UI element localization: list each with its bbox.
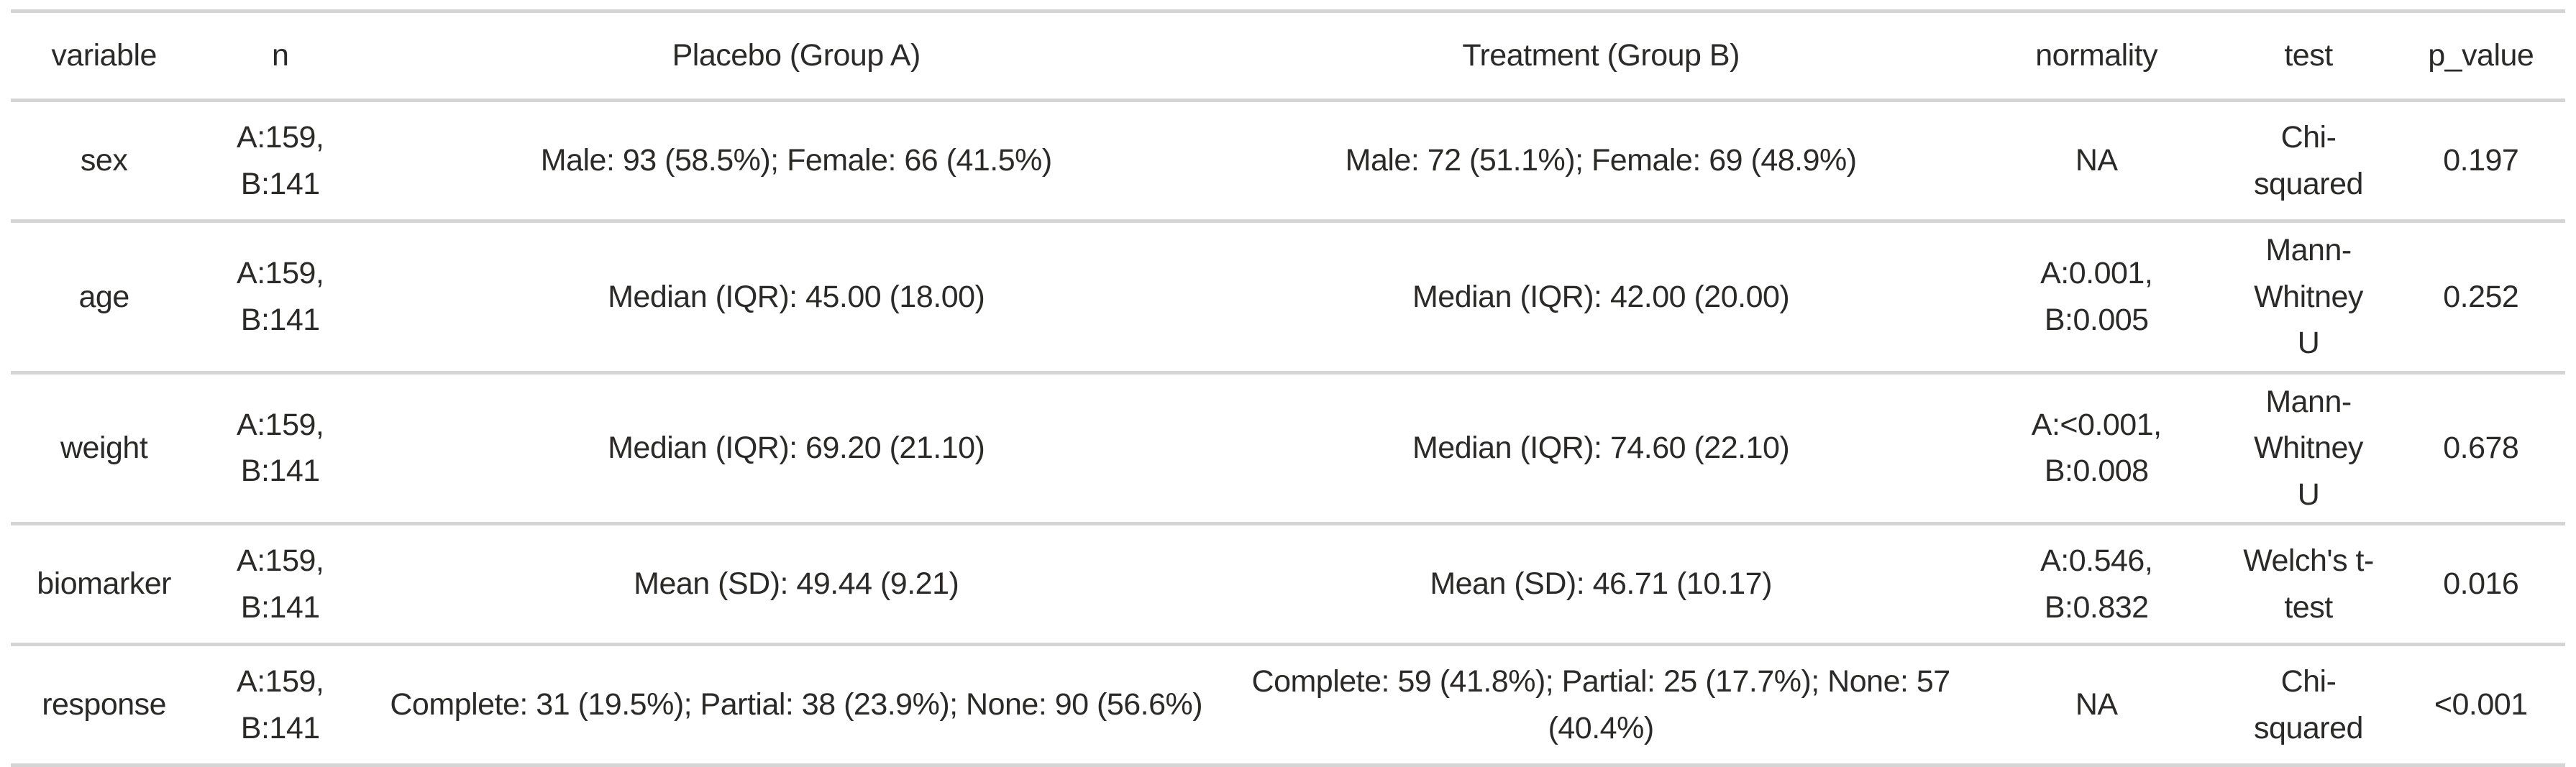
header-row: variable n Placebo (Group A) Treatment (Gro…	[11, 11, 2565, 101]
cell-response-normality: NA	[2075, 687, 2118, 722]
cell-weight-normality: A:<0.001, B:0.008	[2031, 407, 2162, 489]
cell-biomarker-p-value: 0.016	[2443, 566, 2519, 602]
column-header-test: test	[2284, 38, 2333, 73]
table-row-age: age A:159, B:141 Median (IQR): 45.00 (18.0…	[11, 221, 2565, 372]
cell-age-treatment-group-b: Median (IQR): 42.00 (20.00)	[1412, 279, 1790, 314]
table-row-weight: weight A:159, B:141 Median (IQR): 69.20 (2…	[11, 372, 2565, 524]
cell-biomarker-n: A:159, B:141	[237, 543, 324, 625]
cell-response-variable: response	[42, 687, 167, 722]
cell-weight-placebo-group-a: Median (IQR): 69.20 (21.10)	[608, 431, 985, 465]
cell-response-treatment-group-b: Complete: 59 (41.8%); Partial: 25 (17.7%…	[1251, 664, 1951, 745]
column-header-p-value: p_value	[2428, 38, 2534, 73]
cell-sex-n: A:159, B:141	[237, 120, 324, 201]
column-header-normality: normality	[2035, 38, 2158, 73]
cell-age-n: A:159, B:141	[237, 256, 324, 337]
table-row-sex: sex A:159, B:141 Male: 93 (58.5%); Female:…	[11, 101, 2565, 221]
column-header-placebo-group-a: Placebo (Group A)	[672, 38, 921, 73]
column-header-variable: variable	[51, 38, 157, 73]
table-row-biomarker: biomarker A:159, B:141 Mean (SD): 49.44 (9…	[11, 524, 2565, 645]
cell-age-variable: age	[78, 279, 130, 314]
column-header-treatment-group-b: Treatment (Group B)	[1462, 38, 1740, 73]
cell-age-p-value: 0.252	[2443, 279, 2519, 314]
column-header-n: n	[272, 38, 289, 73]
statistical-summary-table: variable n Placebo (Group A) Treatment (Gro…	[11, 9, 2565, 767]
cell-sex-normality: NA	[2075, 143, 2118, 178]
cell-biomarker-test: Welch's t-test	[2243, 543, 2374, 625]
cell-weight-test: Mann-Whitney U	[2254, 384, 2363, 512]
cell-biomarker-placebo-group-a: Mean (SD): 49.44 (9.21)	[634, 566, 959, 602]
cell-response-n: A:159, B:141	[237, 664, 324, 745]
cell-response-p-value: <0.001	[2434, 687, 2528, 722]
cell-response-placebo-group-a: Complete: 31 (19.5%); Partial: 38 (23.9%…	[390, 687, 1203, 722]
table-row-response: response A:159, B:141 Complete: 31 (19.5%)…	[11, 645, 2565, 766]
cell-biomarker-normality: A:0.546, B:0.832	[2040, 543, 2153, 625]
table-header: variable n Placebo (Group A) Treatment (Gro…	[11, 11, 2565, 101]
cell-sex-treatment-group-b: Male: 72 (51.1%); Female: 69 (48.9%)	[1345, 143, 1857, 178]
cell-response-test: Chi-squared	[2254, 664, 2363, 745]
cell-sex-variable: sex	[80, 143, 128, 178]
cell-age-normality: A:0.001, B:0.005	[2040, 256, 2153, 337]
cell-age-test: Mann-Whitney U	[2254, 233, 2363, 360]
cell-sex-placebo-group-a: Male: 93 (58.5%); Female: 66 (41.5%)	[540, 143, 1052, 178]
cell-age-placebo-group-a: Median (IQR): 45.00 (18.00)	[608, 279, 985, 314]
cell-weight-n: A:159, B:141	[237, 407, 324, 489]
cell-biomarker-treatment-group-b: Mean (SD): 46.71 (10.17)	[1430, 566, 1772, 602]
cell-sex-test: Chi-squared	[2254, 120, 2363, 201]
cell-weight-p-value: 0.678	[2443, 431, 2519, 465]
table-body: sex A:159, B:141 Male: 93 (58.5%); Female:…	[11, 101, 2565, 766]
cell-biomarker-variable: biomarker	[37, 566, 171, 602]
cell-weight-variable: weight	[60, 431, 148, 465]
cell-weight-treatment-group-b: Median (IQR): 74.60 (22.10)	[1412, 431, 1790, 465]
cell-sex-p-value: 0.197	[2443, 143, 2519, 178]
